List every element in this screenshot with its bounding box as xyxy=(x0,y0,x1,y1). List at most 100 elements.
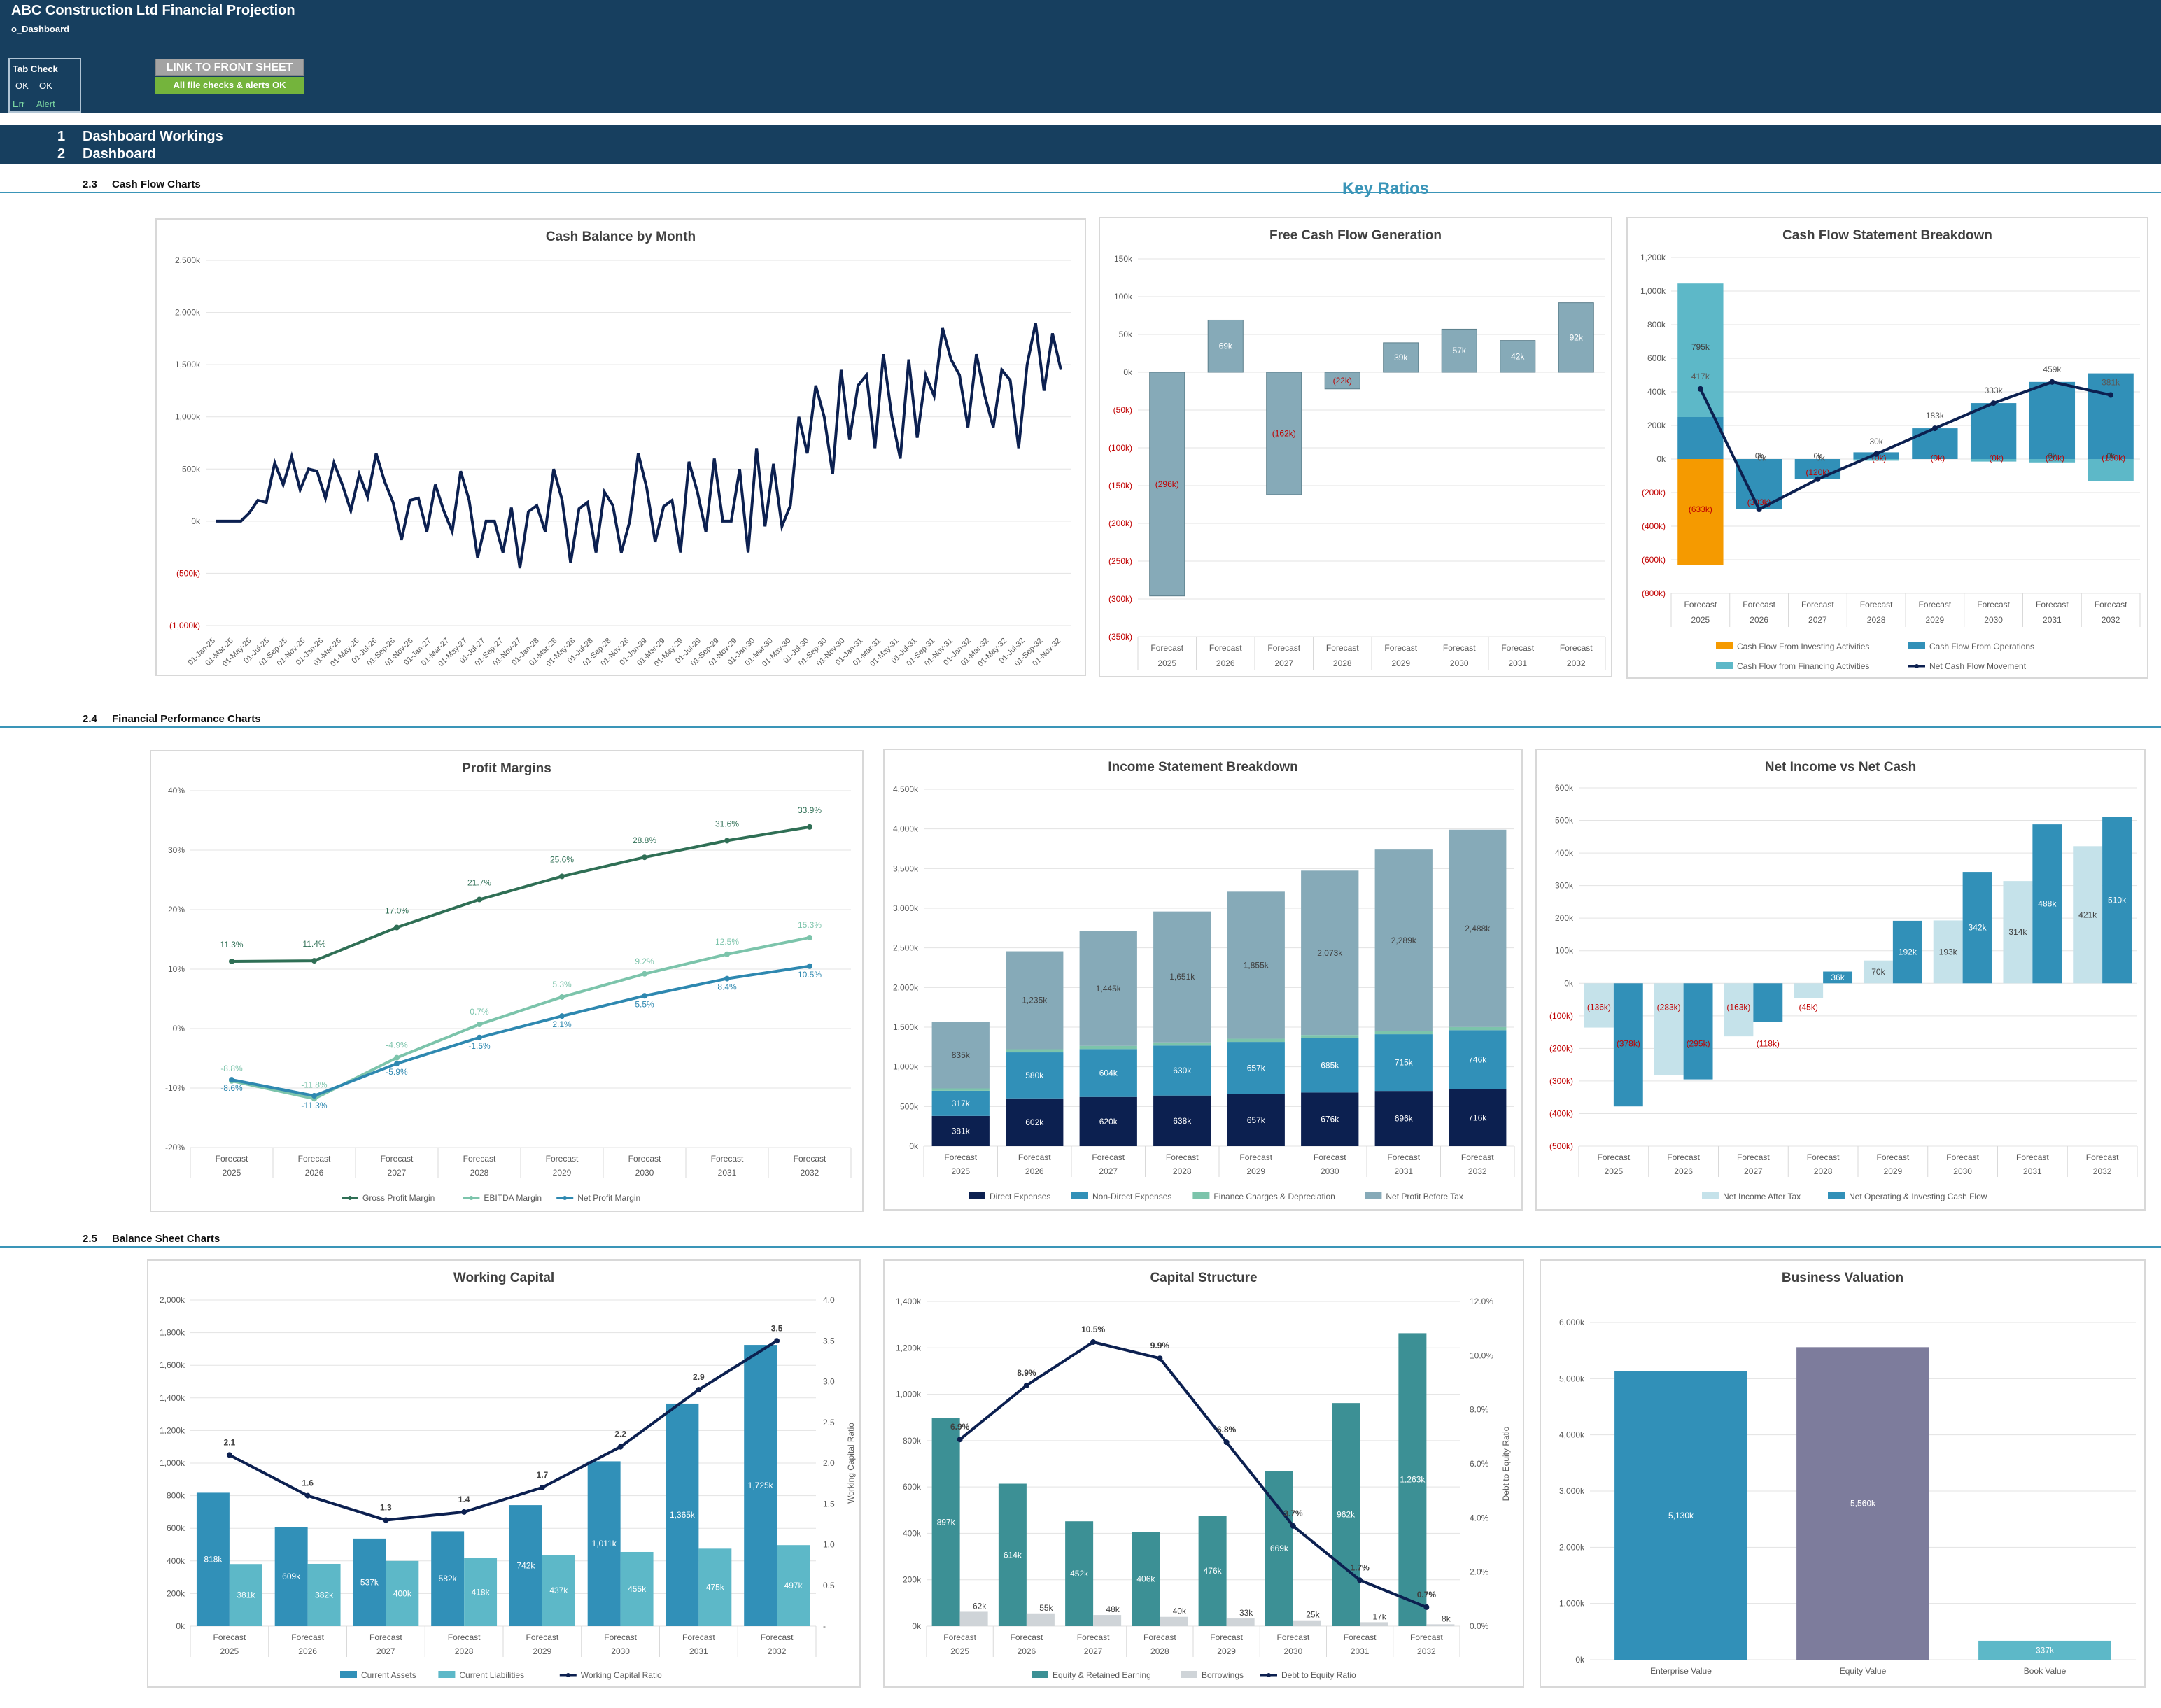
bar-data-label: 40k xyxy=(1173,1607,1187,1616)
x-tick-label: Forecast xyxy=(943,1632,976,1642)
link-to-front-sheet-button[interactable]: LINK TO FRONT SHEET xyxy=(155,59,304,76)
bar-segment xyxy=(2088,373,2134,459)
section-label: Balance Sheet Charts xyxy=(112,1233,220,1245)
line-marker xyxy=(807,963,812,969)
bar xyxy=(931,1418,960,1626)
section-heading-balance: 2.5 Balance Sheet Charts xyxy=(83,1233,220,1245)
y-tick-label: 2,000k xyxy=(160,1295,185,1305)
bar-data-label: 381k xyxy=(952,1126,971,1136)
y-tick-label: 2,500k xyxy=(175,255,201,265)
line-data-label: -11.8% xyxy=(301,1080,327,1089)
x-tick-label: Book Value xyxy=(2024,1666,2067,1676)
bar-data-label: 36k xyxy=(1831,973,1845,982)
bar xyxy=(1226,1618,1255,1626)
x-tick-label: Forecast xyxy=(1946,1152,1979,1162)
bar-data-label: 25k xyxy=(1306,1610,1320,1620)
legend-label: Cash Flow from Financing Activities xyxy=(1737,661,1869,671)
bar-segment xyxy=(1006,1049,1064,1053)
chart-title: Net Income vs Net Cash xyxy=(1765,760,1916,775)
line-marker xyxy=(477,1022,482,1028)
chart-income-statement: Income Statement Breakdown 4,500k 4,000k 3,… xyxy=(883,749,1523,1211)
line-data-label: 12.5% xyxy=(715,937,739,947)
line-marker xyxy=(559,873,565,880)
bar-data-label: 0k xyxy=(1757,453,1767,463)
bar-data-label: 48k xyxy=(1106,1604,1120,1614)
legend-label: Equity & Retained Earning xyxy=(1053,1670,1151,1680)
chart-net-income-vs-net-cash: Net Income vs Net Cash 600k 500k 400k 300k 20… xyxy=(1535,749,2146,1211)
x-tick-label: Forecast xyxy=(2086,1152,2119,1162)
line-data-label: 0.7% xyxy=(470,1007,489,1017)
x-tick-label: Forecast xyxy=(1977,600,2010,609)
legend-swatch xyxy=(1828,1192,1845,1199)
bar xyxy=(1160,1616,1188,1626)
y2-axis-label: Working Capital Ratio xyxy=(846,1423,856,1504)
y-tick-label: 600k xyxy=(167,1523,185,1533)
x-tick-label: Forecast xyxy=(291,1632,324,1642)
line-data-label: 183k xyxy=(1926,411,1945,421)
line-data-label: 2.1 xyxy=(224,1437,236,1447)
bar-data-label: 897k xyxy=(937,1517,956,1527)
y-tick-label: (400k) xyxy=(1549,1108,1573,1118)
line-marker xyxy=(774,1338,780,1344)
section-number: 2.5 xyxy=(83,1233,97,1245)
bar-data-label: 406k xyxy=(1136,1574,1155,1584)
bar-data-label: 42k xyxy=(1511,351,1525,361)
x-tick-label: Forecast xyxy=(1326,643,1359,653)
legend-marker xyxy=(565,1673,570,1677)
margin-line xyxy=(231,825,810,963)
y-tick-label: (600k) xyxy=(1642,555,1666,565)
bar xyxy=(1654,983,1684,1075)
bar-segment xyxy=(2029,381,2076,459)
y-tick-label: 2,500k xyxy=(893,943,919,953)
line-data-label: 33.9% xyxy=(798,805,822,815)
bar-data-label: (0k) xyxy=(1989,453,2004,463)
bar-data-label: (295k) xyxy=(1687,1038,1710,1048)
x-tick-label: 2027 xyxy=(1744,1166,1763,1176)
nav-item-dashboard-workings[interactable]: 1 Dashboard Workings xyxy=(57,129,223,145)
y-tick-label: 200k xyxy=(167,1588,185,1598)
section-number: 2.4 xyxy=(83,713,97,725)
status-banner: All file checks & alerts OK xyxy=(155,77,304,94)
bar-segment xyxy=(1794,459,1841,479)
bar xyxy=(1558,302,1594,373)
bar xyxy=(2032,824,2062,984)
line-marker xyxy=(1157,1355,1163,1362)
bar xyxy=(1614,1371,1747,1660)
bar-segment xyxy=(931,1090,990,1116)
x-tick-label: 2032 xyxy=(768,1646,787,1656)
bar xyxy=(1065,1521,1094,1626)
bar xyxy=(777,1545,810,1626)
bar-data-label: (163k) xyxy=(1726,1002,1750,1012)
bar-segment xyxy=(1153,1042,1211,1046)
y2-tick-label: 10.0% xyxy=(1470,1350,1493,1360)
legend-label: Current Assets xyxy=(361,1670,416,1680)
x-tick-label: Forecast xyxy=(463,1154,496,1164)
bar-segment xyxy=(931,1115,990,1146)
bar xyxy=(196,1492,230,1626)
bar-data-label: 314k xyxy=(2008,927,2027,937)
line-data-label: 8.4% xyxy=(717,982,737,992)
legend-marker xyxy=(563,1196,568,1200)
bar-segment xyxy=(1227,891,1285,1039)
x-tick-label: Forecast xyxy=(1011,1632,1043,1642)
bar-segment xyxy=(1153,1095,1211,1146)
x-tick-label: 2028 xyxy=(1333,658,1352,668)
y-tick-label: 4,500k xyxy=(893,784,919,794)
bar-data-label: (0k) xyxy=(1931,453,1945,463)
bar-data-label: 510k xyxy=(2108,896,2127,905)
bar-data-label: 455k xyxy=(628,1584,647,1594)
bar-data-label: 2,073k xyxy=(1317,948,1343,958)
nav-number: 1 xyxy=(57,129,66,144)
bar xyxy=(1324,372,1360,390)
y-tick-label: 800k xyxy=(903,1436,922,1446)
bar-data-label: 657k xyxy=(1247,1115,1266,1125)
y-tick-label: (200k) xyxy=(1549,1043,1573,1053)
nav-label: Dashboard Workings xyxy=(83,129,223,144)
x-tick-label: Forecast xyxy=(1314,1152,1346,1162)
nav-item-dashboard[interactable]: 2 Dashboard xyxy=(57,146,155,162)
bar-segment xyxy=(1301,870,1359,1036)
bar xyxy=(1584,983,1614,1028)
bar-data-label: 418k xyxy=(472,1587,491,1597)
line-data-label: 459k xyxy=(2043,365,2062,374)
bar-data-label: 381k xyxy=(237,1590,255,1600)
